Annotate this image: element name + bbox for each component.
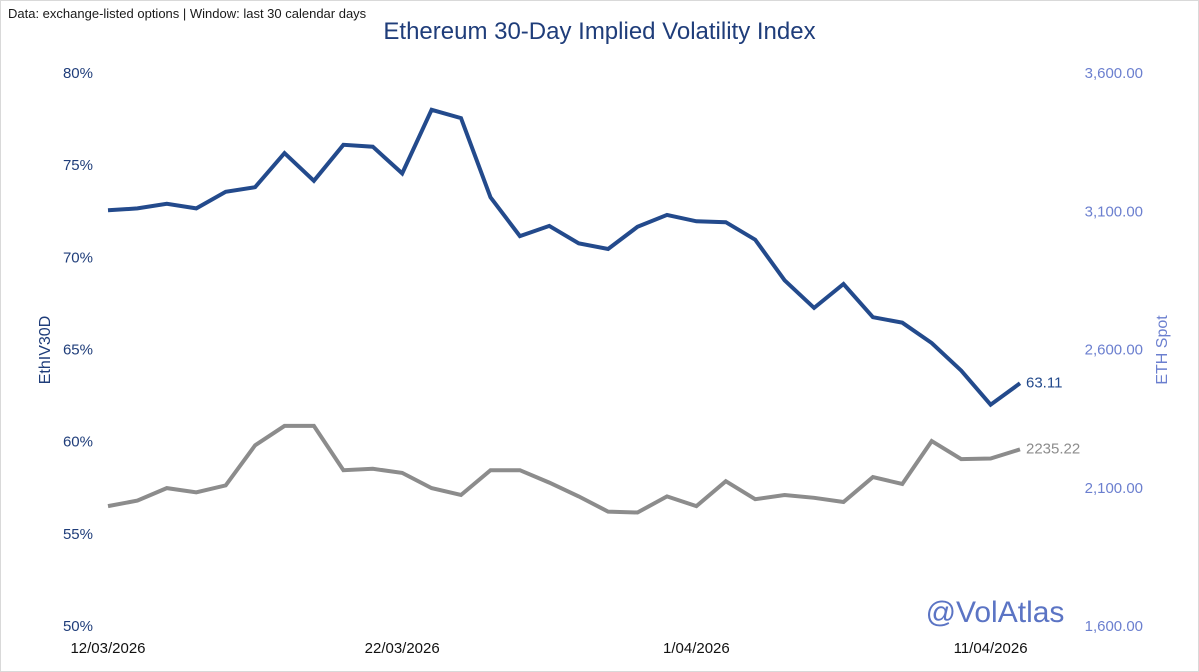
- left-axis-ticks: 50% 55% 60% 65% 70% 75% 80%: [63, 65, 93, 635]
- right-tick-label: 2,600.00: [1085, 342, 1143, 359]
- x-tick-label: 12/03/2026: [70, 640, 145, 657]
- left-tick-label: 55%: [63, 526, 93, 543]
- left-axis-title: EthIV30D: [37, 316, 54, 384]
- right-axis-title: ETH Spot: [1154, 315, 1171, 385]
- x-tick-label: 11/04/2026: [954, 640, 1028, 657]
- iv-series-line: [107, 107, 1022, 408]
- x-axis-ticks: 12/03/2026 22/03/2026 1/04/2026 11/04/2026: [70, 640, 1027, 657]
- iv-end-label: 63.11: [1026, 374, 1062, 391]
- watermark: @VolAtlas: [926, 596, 1065, 629]
- left-tick-label: 60%: [63, 434, 93, 451]
- chart-title: Ethereum 30-Day Implied Volatility Index: [383, 18, 816, 45]
- spot-end-label: 2235.22: [1026, 440, 1080, 457]
- left-tick-label: 50%: [63, 618, 93, 635]
- x-tick-label: 22/03/2026: [365, 640, 440, 657]
- right-tick-label: 3,100.00: [1085, 203, 1143, 220]
- data-source-note: Data: exchange-listed options | Window: …: [8, 6, 367, 21]
- left-tick-label: 75%: [63, 157, 93, 174]
- right-tick-label: 3,600.00: [1085, 65, 1143, 82]
- spot-series-line: [107, 423, 1021, 515]
- left-tick-label: 80%: [63, 65, 93, 82]
- right-tick-label: 1,600.00: [1085, 618, 1143, 635]
- right-axis-ticks: 1,600.00 2,100.00 2,600.00 3,100.00 3,600.00: [1085, 65, 1143, 635]
- right-tick-label: 2,100.00: [1085, 480, 1143, 497]
- left-tick-label: 70%: [63, 249, 93, 266]
- x-tick-label: 1/04/2026: [663, 640, 730, 657]
- left-tick-label: 65%: [63, 342, 93, 359]
- series-layer: 63.11 2235.22: [107, 107, 1080, 515]
